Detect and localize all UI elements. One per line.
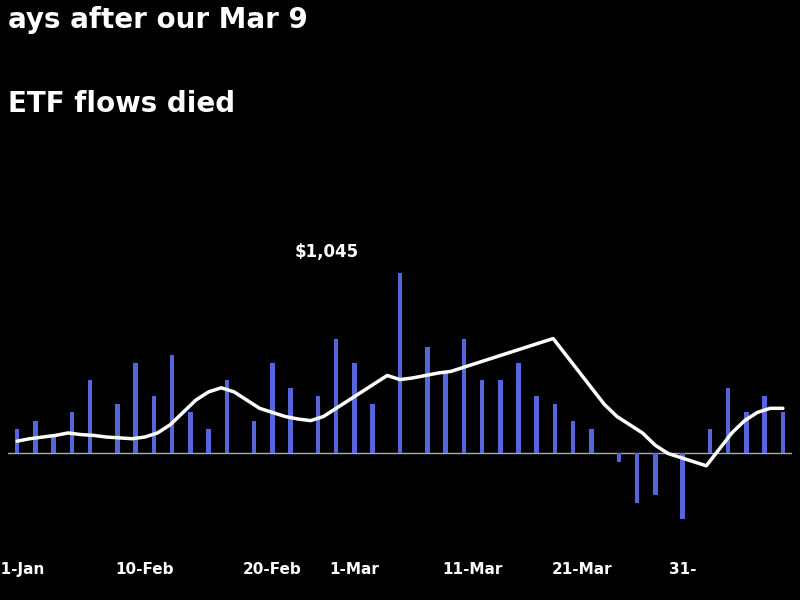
Bar [334,338,338,454]
Bar [653,454,658,494]
Bar [708,429,712,454]
Bar [516,363,521,454]
Bar [425,347,430,454]
Bar [134,363,138,454]
Bar [288,388,293,454]
Bar [115,404,120,454]
Bar [634,454,639,503]
Bar [70,412,74,454]
Bar [744,412,749,454]
Bar [33,421,38,454]
Bar [462,338,466,454]
Bar [617,454,621,461]
Bar [589,429,594,454]
Bar [370,404,375,454]
Bar [480,380,484,454]
Bar [151,396,156,454]
Bar [571,421,575,454]
Text: ETF flows died: ETF flows died [8,90,235,118]
Bar [553,404,558,454]
Bar [534,396,539,454]
Bar [170,355,174,454]
Bar [352,363,357,454]
Bar [316,396,320,454]
Bar [680,454,685,519]
Bar [225,380,229,454]
Text: $1,045: $1,045 [295,242,359,260]
Text: ays after our Mar 9: ays after our Mar 9 [8,6,308,34]
Bar [726,388,730,454]
Bar [270,363,274,454]
Bar [88,380,92,454]
Bar [498,380,502,454]
Bar [188,412,193,454]
Bar [781,412,785,454]
Bar [51,437,56,454]
Bar [443,371,448,454]
Bar [398,273,402,454]
Bar [206,429,211,454]
Bar [252,421,257,454]
Bar [15,429,19,454]
Bar [762,396,767,454]
